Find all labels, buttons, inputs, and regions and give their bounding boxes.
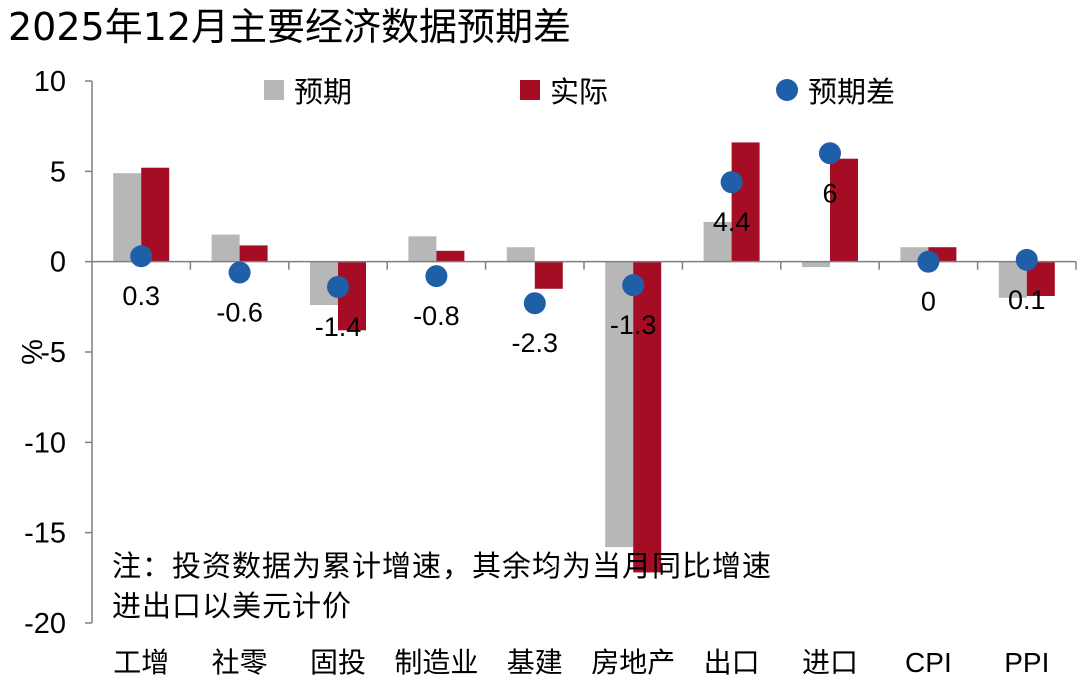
legend-diff-marker: [776, 79, 798, 101]
diff-point-2: [327, 275, 349, 298]
x-tick-label: 制造业: [394, 646, 478, 679]
y-tick-label: -10: [24, 427, 66, 459]
x-tick-label: CPI: [905, 647, 952, 678]
bar-expected-1: [211, 234, 240, 262]
bar-actual-5: [633, 261, 662, 573]
bar-actual-4: [534, 261, 563, 289]
diff-data-label: -0.8: [413, 301, 460, 331]
legend-actual-label: 实际: [550, 75, 609, 109]
bar-expected-5: [605, 261, 634, 548]
diff-point-1: [228, 261, 251, 284]
x-tick-label: 出口: [704, 646, 760, 679]
diff-point-0: [130, 245, 153, 268]
bar-expected-4: [506, 247, 535, 262]
diff-data-label: 4.4: [713, 207, 751, 237]
x-tick-label: 工增: [113, 646, 169, 679]
diff-point-7: [819, 142, 841, 165]
legend-actual-swatch: [520, 80, 540, 100]
bar-actual-1: [239, 245, 268, 262]
y-tick-label: 5: [50, 156, 66, 188]
diff-data-label: -1.4: [315, 312, 362, 342]
note-line-1: 注：投资数据为累计增速，其余均为当月同比增速: [112, 549, 773, 583]
diff-data-label: 0: [921, 287, 936, 317]
bar-actual-7: [830, 158, 858, 262]
legend-expected-swatch: [264, 80, 284, 100]
diff-data-label: 6: [822, 178, 837, 208]
chart-note: 注：投资数据为累计增速，其余均为当月同比增速 进出口以美元计价: [112, 546, 772, 626]
bar-actual-0: [141, 167, 170, 262]
y-tick-label: -20: [24, 608, 66, 640]
diff-point-3: [425, 265, 448, 288]
y-tick-label: -15: [24, 518, 66, 550]
y-tick-label: 10: [34, 66, 66, 98]
y-tick-label: -5: [40, 337, 66, 369]
diff-data-label: 0.3: [122, 281, 160, 311]
y-tick-label: 0: [50, 247, 66, 279]
bar-actual-6: [731, 142, 760, 262]
diff-point-6: [720, 171, 743, 194]
x-tick-label: PPI: [1004, 647, 1049, 678]
x-tick-label: 基建: [507, 646, 563, 679]
legend-expected-label: 预期: [294, 75, 353, 109]
chart-title: 2025年12月主要经济数据预期差: [8, 5, 572, 49]
diff-data-label: -2.3: [512, 328, 559, 358]
diff-data-label: -1.3: [610, 310, 657, 340]
bar-expected-3: [408, 236, 437, 262]
y-axis-label: %: [17, 339, 49, 365]
legend-diff-label: 预期差: [808, 75, 896, 109]
x-tick-label: 固投: [310, 646, 366, 679]
bar-expected-6: [703, 221, 732, 262]
legend-expected: 预期: [264, 72, 353, 109]
x-tick-label: 社零: [212, 646, 268, 679]
legend-diff: 预期差: [776, 72, 896, 109]
diff-data-label: -0.6: [216, 298, 263, 328]
bar-actual-3: [436, 250, 465, 262]
diff-data-label: 0.1: [1008, 285, 1046, 315]
legend-actual: 实际: [520, 72, 609, 109]
x-tick-label: 进口: [802, 646, 858, 679]
diff-point-4: [523, 292, 546, 315]
x-tick-label: 房地产: [591, 646, 675, 679]
diff-point-5: [622, 274, 645, 297]
diff-point-9: [1015, 248, 1038, 271]
diff-point-8: [917, 250, 940, 273]
bar-expected-7: [802, 261, 830, 268]
note-line-2: 进出口以美元计价: [112, 589, 353, 623]
